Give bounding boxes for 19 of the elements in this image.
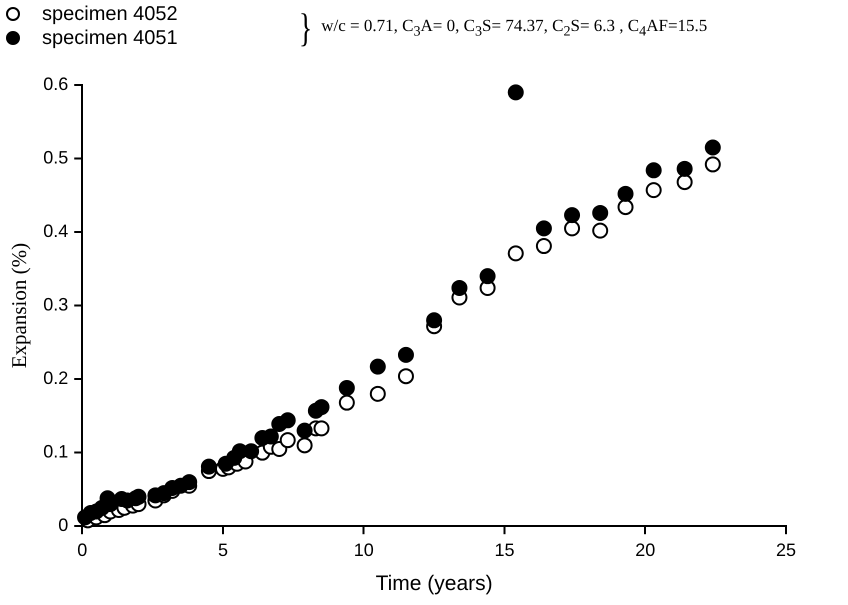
legend-label: specimen 4052 bbox=[42, 2, 178, 26]
y-tick-label: 0.6 bbox=[43, 74, 68, 94]
y-tick-label: 0 bbox=[58, 515, 68, 536]
x-tick-label: 10 bbox=[354, 540, 374, 560]
x-axis-title: Time (years) bbox=[376, 572, 493, 596]
x-tick-label: 5 bbox=[218, 540, 228, 560]
x-tick-label: 25 bbox=[776, 540, 796, 560]
legend-label: specimen 4051 bbox=[42, 26, 178, 50]
text: w/c = 0.71, C$_{3}$A= 0, C$_{3}$S= 74.37, C$_{2}$S= 6.3 , C$_{4}$AF=15.5 bbox=[321, 16, 708, 40]
text: } bbox=[298, 5, 312, 50]
x-tick-label: 20 bbox=[635, 540, 656, 560]
y-axis-title: Expansion (%) bbox=[7, 242, 32, 368]
y-tick-label: 0.5 bbox=[43, 148, 68, 168]
y-tick-label: 0.2 bbox=[43, 368, 68, 388]
x-tick-label: 0 bbox=[77, 540, 88, 560]
y-tick-label: 0.3 bbox=[43, 294, 68, 315]
x-tick-label: 15 bbox=[494, 540, 515, 560]
y-tick-label: 0.1 bbox=[43, 442, 68, 462]
y-tick-label: 0.4 bbox=[43, 221, 68, 242]
